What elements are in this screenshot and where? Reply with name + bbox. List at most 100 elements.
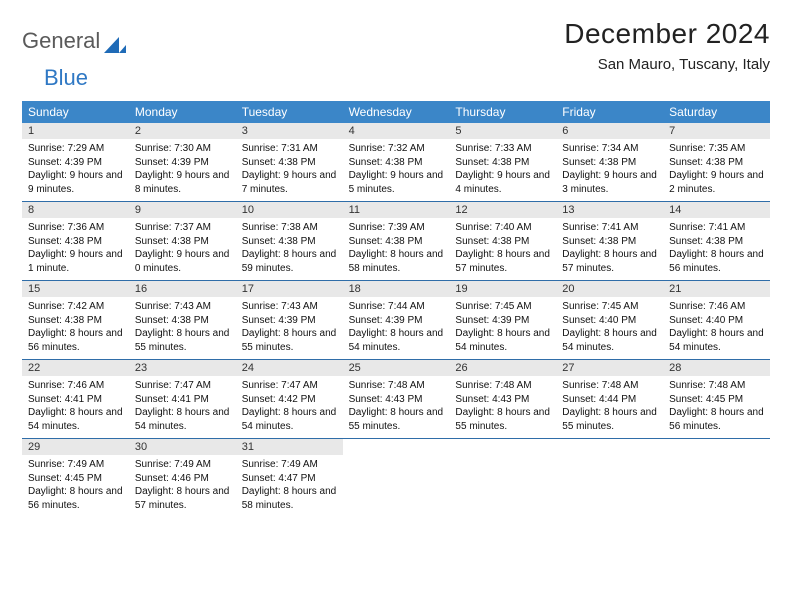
day-body: Sunrise: 7:34 AMSunset: 4:38 PMDaylight:… (556, 139, 663, 201)
daylight-line: Daylight: 9 hours and 3 minutes. (562, 169, 657, 196)
sunset-line: Sunset: 4:39 PM (455, 314, 550, 328)
day-cell (449, 439, 556, 517)
sunrise-line: Sunrise: 7:45 AM (562, 300, 657, 314)
day-body: Sunrise: 7:49 AMSunset: 4:46 PMDaylight:… (129, 455, 236, 517)
weekday-header-wednesday: Wednesday (343, 101, 450, 123)
day-cell: 11Sunrise: 7:39 AMSunset: 4:38 PMDayligh… (343, 202, 450, 280)
weekday-header-tuesday: Tuesday (236, 101, 343, 123)
day-number: 12 (449, 202, 556, 218)
day-number: 20 (556, 281, 663, 297)
day-cell: 23Sunrise: 7:47 AMSunset: 4:41 PMDayligh… (129, 360, 236, 438)
day-cell (556, 439, 663, 517)
day-cell: 6Sunrise: 7:34 AMSunset: 4:38 PMDaylight… (556, 123, 663, 201)
sunset-line: Sunset: 4:38 PM (135, 235, 230, 249)
sunrise-line: Sunrise: 7:32 AM (349, 142, 444, 156)
day-cell: 2Sunrise: 7:30 AMSunset: 4:39 PMDaylight… (129, 123, 236, 201)
weekday-header-sunday: Sunday (22, 101, 129, 123)
daylight-line: Daylight: 8 hours and 56 minutes. (669, 248, 764, 275)
sunset-line: Sunset: 4:38 PM (28, 235, 123, 249)
weekday-header-friday: Friday (556, 101, 663, 123)
sunset-line: Sunset: 4:38 PM (135, 314, 230, 328)
daylight-line: Daylight: 9 hours and 8 minutes. (135, 169, 230, 196)
daylight-line: Daylight: 9 hours and 9 minutes. (28, 169, 123, 196)
sunset-line: Sunset: 4:39 PM (349, 314, 444, 328)
daylight-line: Daylight: 8 hours and 57 minutes. (562, 248, 657, 275)
day-body: Sunrise: 7:48 AMSunset: 4:45 PMDaylight:… (663, 376, 770, 438)
daylight-line: Daylight: 8 hours and 57 minutes. (135, 485, 230, 512)
day-body: Sunrise: 7:29 AMSunset: 4:39 PMDaylight:… (22, 139, 129, 201)
sunrise-line: Sunrise: 7:41 AM (669, 221, 764, 235)
week-row: 29Sunrise: 7:49 AMSunset: 4:45 PMDayligh… (22, 439, 770, 517)
day-body: Sunrise: 7:47 AMSunset: 4:42 PMDaylight:… (236, 376, 343, 438)
brand-word-2: Blue (44, 65, 88, 91)
day-cell: 18Sunrise: 7:44 AMSunset: 4:39 PMDayligh… (343, 281, 450, 359)
week-row: 22Sunrise: 7:46 AMSunset: 4:41 PMDayligh… (22, 360, 770, 439)
daylight-line: Daylight: 9 hours and 7 minutes. (242, 169, 337, 196)
logo-sail-icon (104, 33, 126, 49)
week-row: 1Sunrise: 7:29 AMSunset: 4:39 PMDaylight… (22, 123, 770, 202)
sunrise-line: Sunrise: 7:49 AM (28, 458, 123, 472)
daylight-line: Daylight: 8 hours and 54 minutes. (242, 406, 337, 433)
week-row: 15Sunrise: 7:42 AMSunset: 4:38 PMDayligh… (22, 281, 770, 360)
daylight-line: Daylight: 8 hours and 54 minutes. (135, 406, 230, 433)
daylight-line: Daylight: 8 hours and 58 minutes. (349, 248, 444, 275)
daylight-line: Daylight: 9 hours and 0 minutes. (135, 248, 230, 275)
sunset-line: Sunset: 4:38 PM (562, 156, 657, 170)
daylight-line: Daylight: 8 hours and 55 minutes. (135, 327, 230, 354)
sunrise-line: Sunrise: 7:48 AM (349, 379, 444, 393)
day-number: 24 (236, 360, 343, 376)
daylight-line: Daylight: 9 hours and 5 minutes. (349, 169, 444, 196)
day-number: 19 (449, 281, 556, 297)
sunset-line: Sunset: 4:41 PM (28, 393, 123, 407)
day-cell: 29Sunrise: 7:49 AMSunset: 4:45 PMDayligh… (22, 439, 129, 517)
sunset-line: Sunset: 4:44 PM (562, 393, 657, 407)
sunrise-line: Sunrise: 7:34 AM (562, 142, 657, 156)
day-body: Sunrise: 7:31 AMSunset: 4:38 PMDaylight:… (236, 139, 343, 201)
day-cell: 16Sunrise: 7:43 AMSunset: 4:38 PMDayligh… (129, 281, 236, 359)
day-body: Sunrise: 7:32 AMSunset: 4:38 PMDaylight:… (343, 139, 450, 201)
day-cell: 27Sunrise: 7:48 AMSunset: 4:44 PMDayligh… (556, 360, 663, 438)
sunrise-line: Sunrise: 7:29 AM (28, 142, 123, 156)
day-cell: 3Sunrise: 7:31 AMSunset: 4:38 PMDaylight… (236, 123, 343, 201)
sunrise-line: Sunrise: 7:42 AM (28, 300, 123, 314)
sunrise-line: Sunrise: 7:47 AM (242, 379, 337, 393)
sunset-line: Sunset: 4:41 PM (135, 393, 230, 407)
daylight-line: Daylight: 8 hours and 55 minutes. (349, 406, 444, 433)
day-cell: 30Sunrise: 7:49 AMSunset: 4:46 PMDayligh… (129, 439, 236, 517)
sunset-line: Sunset: 4:39 PM (135, 156, 230, 170)
day-cell: 12Sunrise: 7:40 AMSunset: 4:38 PMDayligh… (449, 202, 556, 280)
day-number: 6 (556, 123, 663, 139)
daylight-line: Daylight: 8 hours and 56 minutes. (28, 485, 123, 512)
sunset-line: Sunset: 4:38 PM (242, 235, 337, 249)
sunset-line: Sunset: 4:43 PM (455, 393, 550, 407)
daylight-line: Daylight: 8 hours and 55 minutes. (562, 406, 657, 433)
sunrise-line: Sunrise: 7:31 AM (242, 142, 337, 156)
day-number: 27 (556, 360, 663, 376)
day-number: 13 (556, 202, 663, 218)
day-cell: 28Sunrise: 7:48 AMSunset: 4:45 PMDayligh… (663, 360, 770, 438)
sunset-line: Sunset: 4:45 PM (28, 472, 123, 486)
day-cell: 4Sunrise: 7:32 AMSunset: 4:38 PMDaylight… (343, 123, 450, 201)
sunrise-line: Sunrise: 7:46 AM (669, 300, 764, 314)
sunrise-line: Sunrise: 7:43 AM (242, 300, 337, 314)
daylight-line: Daylight: 9 hours and 1 minute. (28, 248, 123, 275)
daylight-line: Daylight: 8 hours and 54 minutes. (669, 327, 764, 354)
day-number: 5 (449, 123, 556, 139)
day-body: Sunrise: 7:44 AMSunset: 4:39 PMDaylight:… (343, 297, 450, 359)
daylight-line: Daylight: 8 hours and 55 minutes. (242, 327, 337, 354)
day-body: Sunrise: 7:35 AMSunset: 4:38 PMDaylight:… (663, 139, 770, 201)
sunrise-line: Sunrise: 7:30 AM (135, 142, 230, 156)
daylight-line: Daylight: 8 hours and 56 minutes. (28, 327, 123, 354)
day-body: Sunrise: 7:37 AMSunset: 4:38 PMDaylight:… (129, 218, 236, 280)
sunset-line: Sunset: 4:47 PM (242, 472, 337, 486)
day-body: Sunrise: 7:49 AMSunset: 4:47 PMDaylight:… (236, 455, 343, 517)
day-cell: 19Sunrise: 7:45 AMSunset: 4:39 PMDayligh… (449, 281, 556, 359)
daylight-line: Daylight: 8 hours and 56 minutes. (669, 406, 764, 433)
day-cell: 20Sunrise: 7:45 AMSunset: 4:40 PMDayligh… (556, 281, 663, 359)
sunrise-line: Sunrise: 7:37 AM (135, 221, 230, 235)
daylight-line: Daylight: 8 hours and 54 minutes. (28, 406, 123, 433)
day-cell: 15Sunrise: 7:42 AMSunset: 4:38 PMDayligh… (22, 281, 129, 359)
day-body: Sunrise: 7:48 AMSunset: 4:44 PMDaylight:… (556, 376, 663, 438)
brand-logo: General (22, 18, 128, 54)
sunrise-line: Sunrise: 7:49 AM (242, 458, 337, 472)
